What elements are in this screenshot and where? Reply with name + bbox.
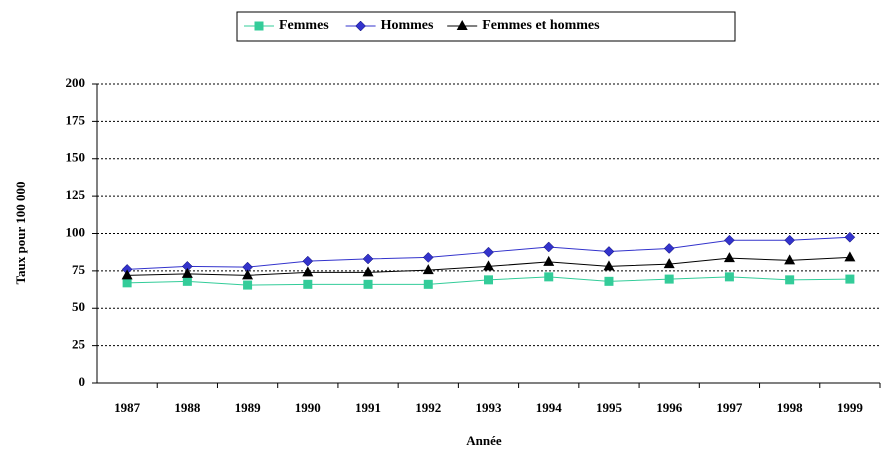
x-tick-label: 1990 — [295, 400, 321, 415]
point — [121, 269, 133, 280]
point — [422, 252, 434, 263]
point — [845, 274, 855, 284]
point — [663, 243, 675, 254]
x-tick-label: 1995 — [596, 400, 623, 415]
point — [604, 276, 614, 286]
point — [122, 278, 132, 288]
point — [362, 266, 374, 277]
point — [723, 252, 735, 263]
point — [544, 272, 554, 282]
y-tick-label: 125 — [66, 187, 86, 202]
y-tick-label: 50 — [72, 299, 85, 314]
y-tick-label: 100 — [66, 224, 86, 239]
x-tick-label: 1998 — [777, 400, 804, 415]
point — [302, 266, 314, 277]
x-tick-label: 1991 — [355, 400, 381, 415]
y-axis-title: Taux pour 100 000 — [13, 182, 28, 285]
point — [423, 279, 433, 289]
y-tick-label: 200 — [66, 75, 86, 90]
y-tick-label: 175 — [66, 112, 86, 127]
point — [422, 264, 434, 275]
point — [603, 260, 615, 271]
point — [724, 272, 734, 282]
point — [181, 267, 193, 278]
legend-box — [236, 11, 736, 42]
y-tick-label: 25 — [72, 337, 86, 352]
legend-label: Femmes et hommes — [482, 18, 600, 33]
point — [784, 234, 796, 246]
point — [303, 279, 313, 289]
point — [543, 241, 555, 253]
x-tick-label: 1987 — [114, 400, 141, 415]
x-tick-label: 1994 — [536, 400, 563, 415]
point — [724, 234, 735, 246]
legend-label: Femmes — [279, 18, 329, 33]
legend-label: Hommes — [381, 18, 434, 33]
point — [242, 269, 254, 280]
point — [362, 253, 374, 265]
point — [785, 275, 795, 285]
legend-marker — [355, 20, 366, 32]
y-tick-label: 0 — [79, 374, 86, 389]
legend-marker — [254, 21, 264, 31]
x-tick-label: 1989 — [235, 400, 262, 415]
point — [844, 231, 856, 243]
x-tick-label: 1997 — [716, 400, 743, 415]
x-tick-label: 1992 — [415, 400, 441, 415]
point — [603, 246, 615, 257]
x-tick-label: 1996 — [656, 400, 683, 415]
point — [182, 276, 192, 286]
point — [243, 280, 253, 290]
x-tick-label: 1993 — [476, 400, 503, 415]
point — [483, 246, 494, 258]
x-tick-label: 1999 — [837, 400, 864, 415]
point — [543, 255, 555, 266]
point — [844, 251, 856, 262]
x-tick-label: 1988 — [174, 400, 201, 415]
point — [363, 279, 373, 289]
point — [664, 274, 674, 284]
y-tick-label: 75 — [72, 262, 86, 277]
legend-marker — [456, 20, 468, 30]
point — [483, 260, 494, 271]
point — [484, 275, 493, 285]
point — [302, 255, 314, 267]
x-axis-title: Année — [466, 433, 502, 448]
point — [784, 254, 796, 265]
y-tick-label: 150 — [66, 150, 86, 165]
point — [663, 258, 675, 269]
